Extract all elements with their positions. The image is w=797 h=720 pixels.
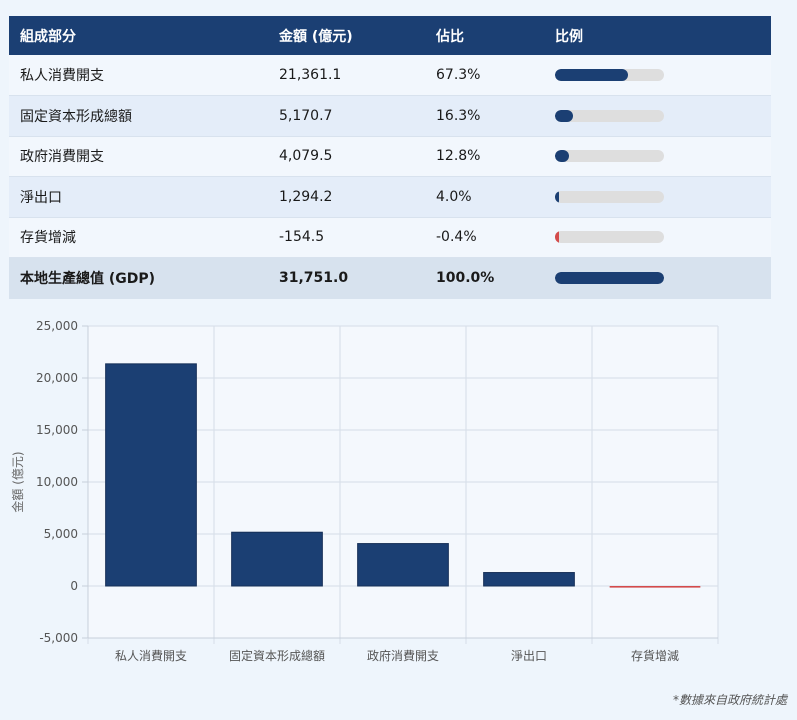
x-tick-label: 私人消費開支 xyxy=(115,648,187,663)
table-total-row: 本地生產總值 (GDP) 31,751.0 100.0% xyxy=(9,257,771,299)
bar-chart-svg: -5,000 0 5,000 10,000 15,000 20,000 25,000 私人消費… xyxy=(10,319,719,663)
cell-share: 100.0% xyxy=(425,257,544,299)
ratio-bar-fill xyxy=(555,190,560,203)
cell-name: 本地生產總值 (GDP) xyxy=(9,257,268,299)
y-tick-label: 10,000 xyxy=(36,475,78,489)
x-tick-label: 政府消費開支 xyxy=(367,648,439,663)
cell-amount: 5,170.7 xyxy=(268,95,425,137)
ratio-bar-track xyxy=(555,231,664,244)
ratio-bar-track xyxy=(555,69,664,81)
ratio-bar-fill xyxy=(555,69,629,81)
cell-ratio xyxy=(544,136,771,177)
bar-chart: -5,000 0 5,000 10,000 15,000 20,000 25,000 私人消費… xyxy=(0,312,797,682)
cell-ratio xyxy=(544,257,771,299)
ratio-bar-track xyxy=(555,190,664,203)
header-component: 組成部分 xyxy=(9,16,268,55)
cell-ratio xyxy=(544,95,771,137)
cell-name: 固定資本形成總額 xyxy=(9,95,268,137)
y-tick-label: -5,000 xyxy=(39,631,78,645)
x-tick-label: 淨出口 xyxy=(511,649,547,663)
header-ratio: 比例 xyxy=(544,16,771,55)
ratio-bar-track xyxy=(555,109,664,122)
ratio-bar-fill xyxy=(555,272,664,285)
y-tick-label: 15,000 xyxy=(36,423,78,437)
table-row: 政府消費開支 4,079.5 12.8% xyxy=(9,136,771,177)
ratio-bar-track xyxy=(555,150,664,163)
table-header-row: 組成部分 金額 (億元) 佔比 比例 xyxy=(9,16,771,55)
cell-share: 12.8% xyxy=(425,136,544,177)
y-tick-label: 20,000 xyxy=(36,371,78,385)
cell-amount: -154.5 xyxy=(268,217,425,258)
y-tick-label: 0 xyxy=(70,579,78,593)
ratio-bar-fill xyxy=(555,150,569,163)
x-tick-label: 固定資本形成總額 xyxy=(229,648,325,663)
y-axis-label: 金額 (億元) xyxy=(10,451,25,512)
cell-amount: 31,751.0 xyxy=(268,257,425,299)
cell-name: 存貨增減 xyxy=(9,217,268,258)
header-share: 佔比 xyxy=(425,16,544,55)
table-row: 固定資本形成總額 5,170.7 16.3% xyxy=(9,95,771,137)
y-tick-label: 5,000 xyxy=(44,527,78,541)
cell-share: -0.4% xyxy=(425,217,544,258)
x-tick-label: 存貨增減 xyxy=(631,648,679,663)
source-footnote: *數據來自政府統計處 xyxy=(672,693,787,707)
gdp-composition-table: 組成部分 金額 (億元) 佔比 比例 私人消費開支 21,361.1 67.3% 固定… xyxy=(9,16,771,299)
cell-name: 淨出口 xyxy=(9,176,268,218)
ratio-bar-track xyxy=(555,272,664,285)
cell-name: 政府消費開支 xyxy=(9,136,268,177)
table-row: 存貨增減 -154.5 -0.4% xyxy=(9,217,771,258)
gdp-table-container: 組成部分 金額 (億元) 佔比 比例 私人消費開支 21,361.1 67.3% 固定… xyxy=(9,16,771,299)
cell-amount: 4,079.5 xyxy=(268,136,425,177)
table-row: 私人消費開支 21,361.1 67.3% xyxy=(9,55,771,96)
ratio-bar-fill xyxy=(555,231,559,244)
bar xyxy=(357,543,449,587)
cell-amount: 1,294.2 xyxy=(268,176,425,218)
bar xyxy=(231,531,323,587)
bar xyxy=(105,363,197,587)
cell-ratio xyxy=(544,176,771,218)
cell-share: 67.3% xyxy=(425,55,544,96)
ratio-bar-fill xyxy=(555,109,573,122)
cell-amount: 21,361.1 xyxy=(268,55,425,96)
cell-share: 4.0% xyxy=(425,176,544,218)
cell-ratio xyxy=(544,217,771,258)
bar xyxy=(609,586,701,588)
cell-share: 16.3% xyxy=(425,95,544,137)
table-body: 私人消費開支 21,361.1 67.3% 固定資本形成總額 5,170.7 16.3% 政… xyxy=(9,55,771,299)
y-tick-label: 25,000 xyxy=(36,319,78,333)
table-row: 淨出口 1,294.2 4.0% xyxy=(9,176,771,218)
header-amount: 金額 (億元) xyxy=(268,16,425,55)
bar xyxy=(483,572,575,587)
cell-ratio xyxy=(544,55,771,96)
cell-name: 私人消費開支 xyxy=(9,55,268,96)
